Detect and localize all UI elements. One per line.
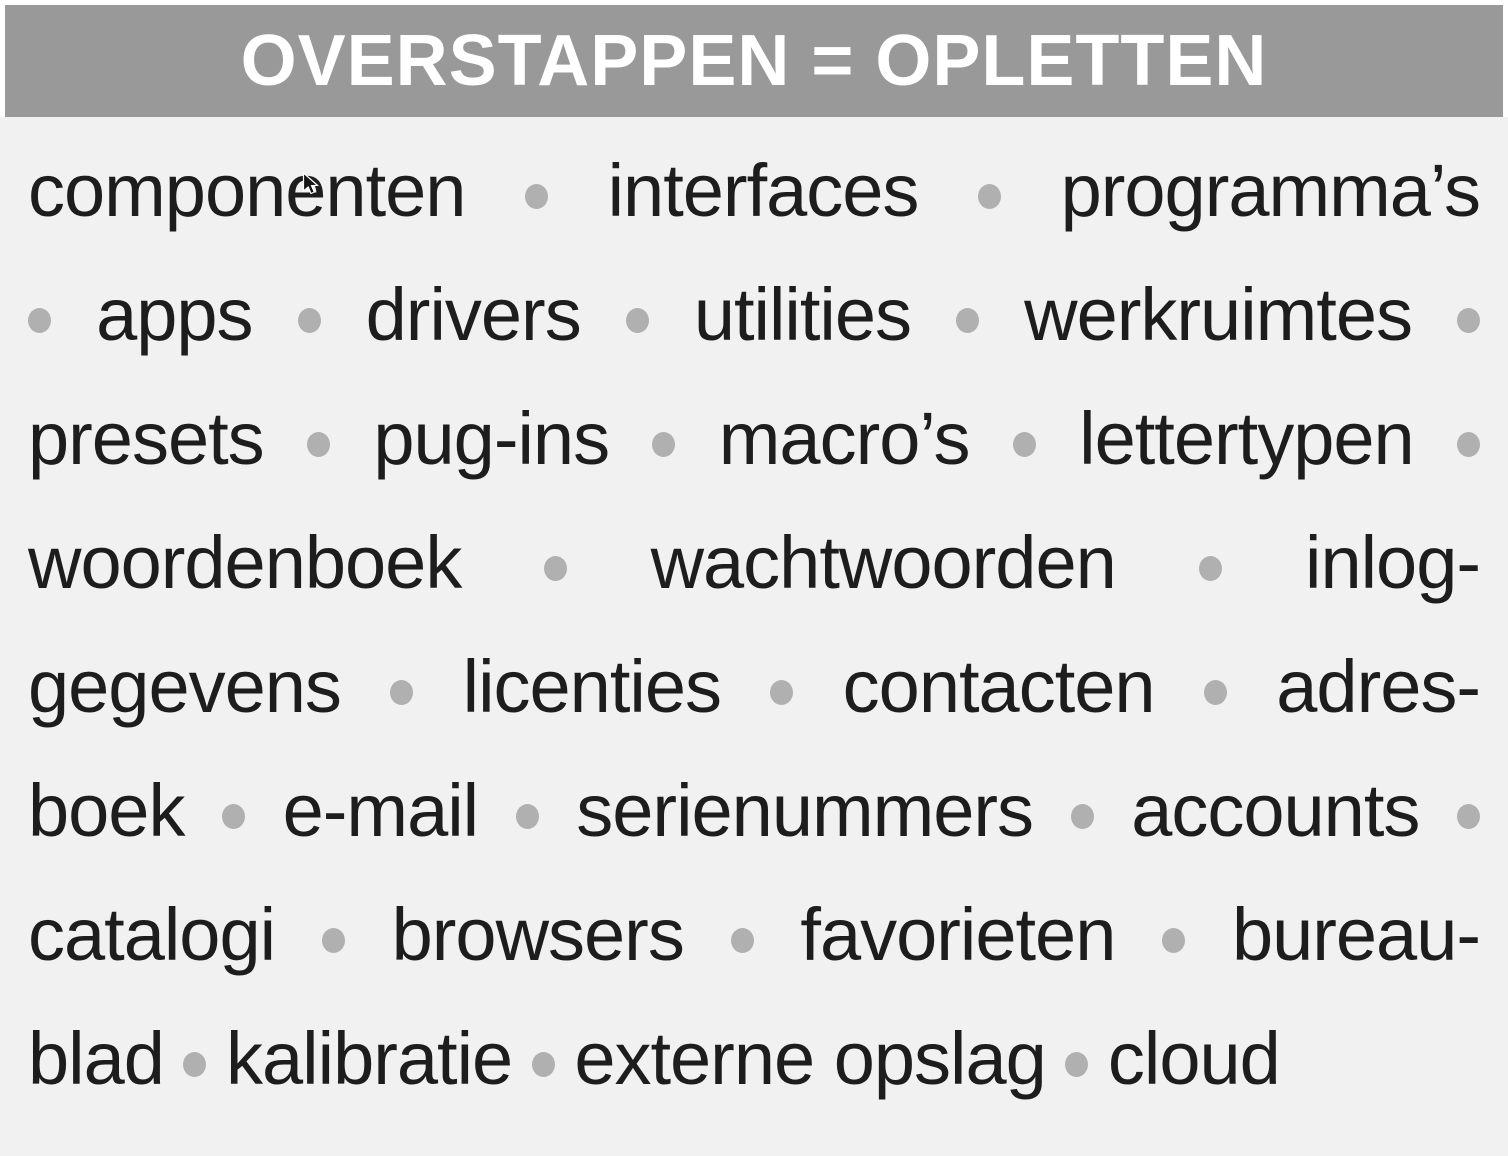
text-line: apps drivers utilities werkruimtes [28,253,1480,377]
bullet-separator [28,308,51,333]
word: contacten [842,645,1156,728]
bullet-separator [1065,1052,1089,1077]
word: boek [28,769,185,852]
word: inlog- [1305,521,1480,604]
word: macro’s [718,397,971,480]
bullet-separator [1012,432,1036,457]
bullet-separator [297,308,321,333]
text-line: componenten interfaces programma’s [28,129,1480,253]
word: gegevens [28,645,342,728]
word: blad [28,1017,165,1100]
word: licenties [462,645,722,728]
word: lettertypen [1079,397,1415,480]
text-line: presets pug-ins macro’s lettertypen [28,377,1480,501]
text-line: woordenboek wachtwoorden inlog- [28,501,1480,625]
word: adres- [1276,645,1480,728]
content-panel: componenten interfaces programma’s apps … [0,117,1508,1156]
bullet-separator [956,308,980,333]
bullet-separator [544,556,568,581]
word: apps [96,273,253,356]
bullet-separator [730,928,754,953]
text-line: gegevens licenties contacten adres- [28,625,1480,749]
bullet-separator [652,432,676,457]
word: pug-ins [373,397,610,480]
word: utilities [693,273,912,356]
word: kalibratie [226,1017,513,1100]
bullet-separator [1162,928,1186,953]
bullet-separator [1070,804,1094,829]
bullet-separator [1456,804,1480,829]
bullet-separator [515,804,539,829]
bullet-separator [1203,680,1227,705]
word: presets [28,397,265,480]
bullet-separator [978,184,1002,209]
word: e-mail [282,769,479,852]
word: bureau- [1231,893,1480,976]
bullet-separator [525,184,549,209]
bullet-separator [1198,556,1222,581]
word: wachtwoorden [650,521,1117,604]
word: favorieten [800,893,1116,976]
word: cloud [1107,1017,1281,1100]
bullet-separator [1457,308,1480,333]
bullet-separator [531,1052,555,1077]
text-line: boek e-mail serienummers accounts [28,749,1480,873]
text-line: catalogi browsers favorieten bureau- [28,873,1480,997]
text-line: blad kalibratie externe opslag cloud [28,997,1480,1121]
bullet-separator [390,680,414,705]
word: woordenboek [28,521,462,604]
word: externe [574,1017,815,1100]
header-area: OVERSTAPPEN = OPLETTEN [0,0,1508,117]
word: componenten [28,149,466,232]
word: browsers [391,893,685,976]
word: accounts [1131,769,1420,852]
bullet-separator [1457,432,1480,457]
bullet-separator [625,308,649,333]
word: serienummers [576,769,1034,852]
page-title: OVERSTAPPEN = OPLETTEN [240,21,1268,101]
word: werkruimtes [1024,273,1413,356]
bullet-separator [307,432,331,457]
bullet-separator [321,928,345,953]
word: drivers [365,273,582,356]
bullet-separator [770,680,794,705]
word: interfaces [607,149,920,232]
word: catalogi [28,893,276,976]
word: opslag [833,1017,1047,1100]
bullet-separator [222,804,246,829]
word: programma’s [1060,149,1480,232]
bullet-separator [183,1052,207,1077]
header-bar: OVERSTAPPEN = OPLETTEN [5,5,1503,117]
